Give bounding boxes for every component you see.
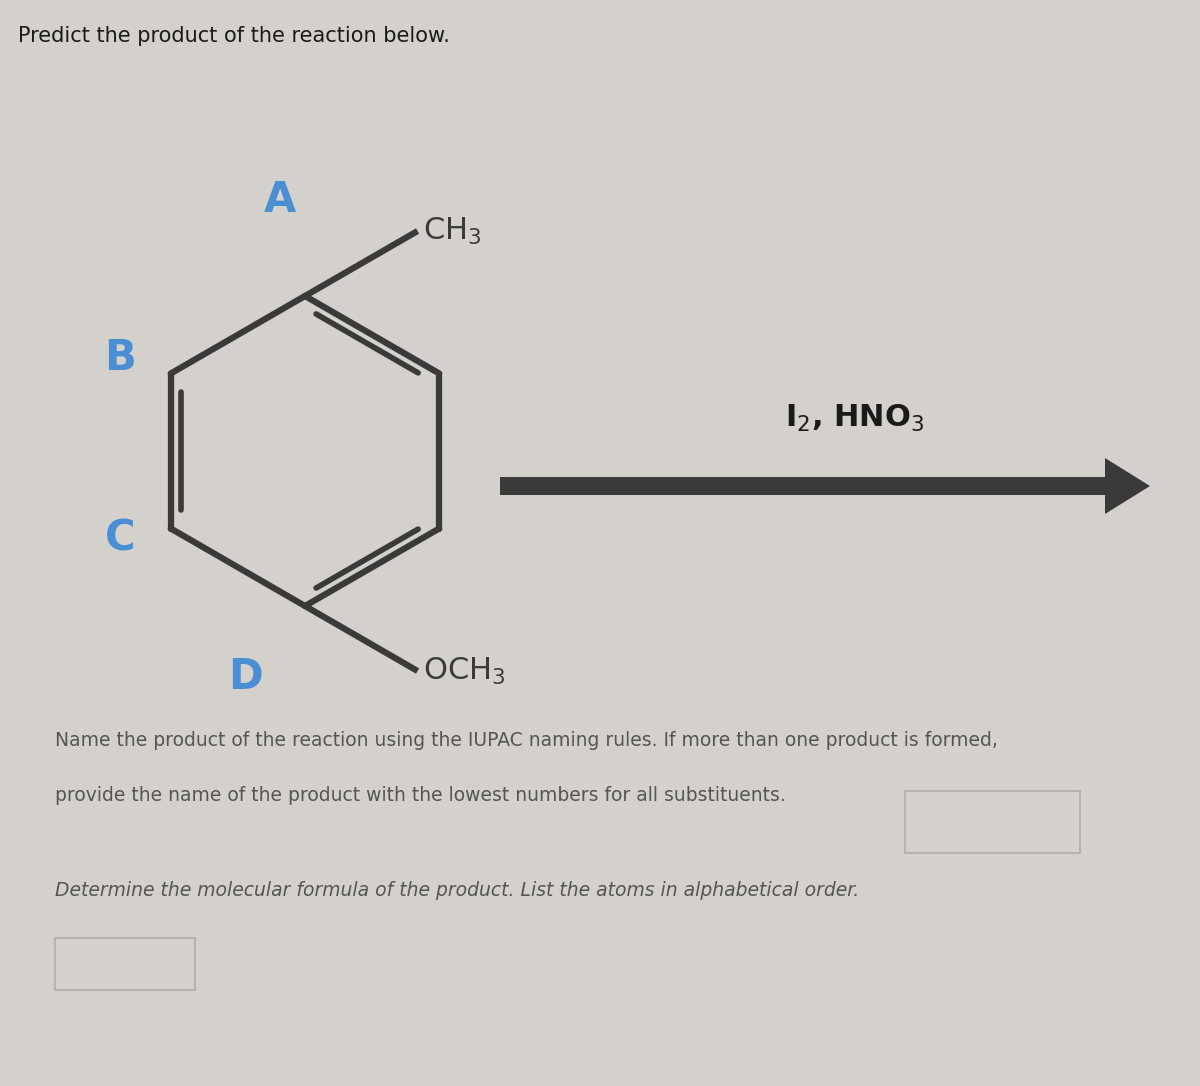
Text: I$_2$, HNO$_3$: I$_2$, HNO$_3$: [785, 403, 925, 434]
Polygon shape: [500, 458, 1150, 514]
Text: OCH$_3$: OCH$_3$: [422, 656, 505, 686]
Text: C: C: [106, 518, 136, 559]
FancyBboxPatch shape: [55, 938, 194, 990]
Text: Name the product of the reaction using the IUPAC naming rules. If more than one : Name the product of the reaction using t…: [55, 731, 998, 750]
Text: D: D: [228, 656, 263, 698]
Text: provide the name of the product with the lowest numbers for all substituents.: provide the name of the product with the…: [55, 786, 786, 805]
FancyBboxPatch shape: [905, 791, 1080, 853]
Text: B: B: [104, 338, 136, 379]
Text: CH$_3$: CH$_3$: [422, 215, 481, 247]
Text: Determine the molecular formula of the product. List the atoms in alphabetical o: Determine the molecular formula of the p…: [55, 881, 859, 900]
Text: A: A: [264, 179, 296, 220]
Text: Predict the product of the reaction below.: Predict the product of the reaction belo…: [18, 26, 450, 46]
